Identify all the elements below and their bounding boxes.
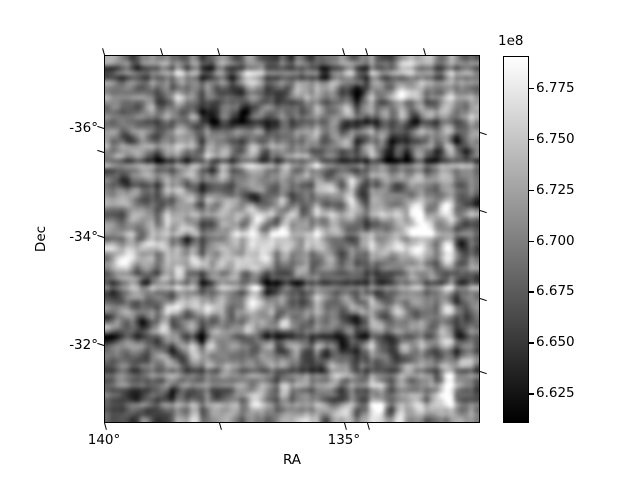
colorbar-tick-label: 6.625 (536, 385, 575, 402)
x-tick-top (423, 48, 427, 56)
colorbar-tick-label: 6.775 (536, 79, 575, 96)
y-tick-label: -32° (69, 336, 98, 353)
colorbar-tick-label: 6.750 (536, 130, 575, 147)
y-tick-right (479, 371, 487, 375)
x-tick-top (160, 48, 164, 56)
colorbar-tick-label: 6.650 (536, 334, 575, 351)
sky-image-axes[interactable] (104, 55, 480, 423)
colorbar-tick (529, 393, 534, 395)
colorbar-offset-text: 1e8 (498, 33, 524, 49)
colorbar-tick-label: 6.725 (536, 181, 575, 198)
colorbar-tick (529, 189, 534, 191)
colorbar[interactable] (503, 56, 529, 423)
x-axis-title: RA (282, 452, 302, 468)
x-tick (219, 422, 223, 430)
y-axis-title: Dec (33, 225, 49, 253)
x-tick-top (102, 48, 106, 56)
y-tick-right (479, 209, 487, 213)
colorbar-tick (529, 342, 534, 344)
y-tick-label: -34° (69, 229, 98, 246)
colorbar-tick-label: 6.700 (536, 232, 575, 249)
y-tick-right (479, 297, 487, 302)
x-tick (343, 422, 348, 430)
x-tick (366, 422, 371, 430)
x-tick-label: 135° (327, 432, 361, 448)
x-tick-label: 140° (87, 432, 121, 448)
colorbar-tick (529, 291, 534, 293)
colorbar-tick (529, 87, 534, 89)
colorbar-tick-label: 6.675 (536, 283, 575, 300)
sky-heatmap-image (105, 56, 479, 422)
colorbar-tick (529, 240, 534, 242)
y-tick-label: -36° (69, 119, 98, 136)
y-tick-right (479, 132, 487, 136)
colorbar-tick (529, 138, 534, 140)
x-tick (104, 422, 108, 430)
